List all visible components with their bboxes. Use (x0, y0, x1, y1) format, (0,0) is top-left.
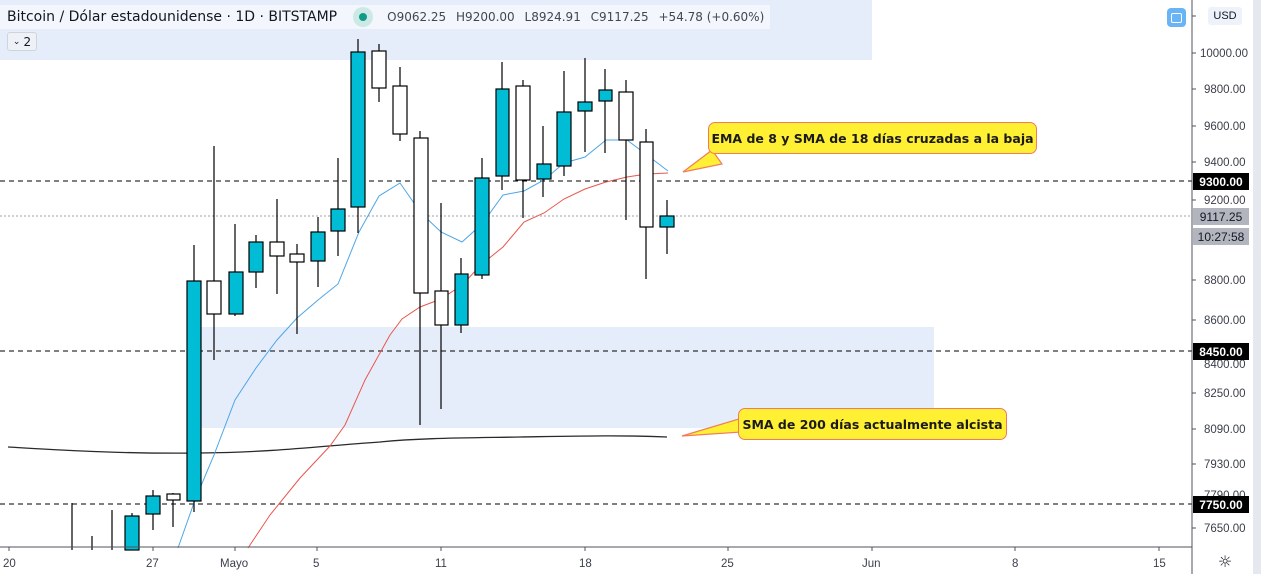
sma200-line (7, 435, 668, 454)
callout-sma200[interactable]: SMA de 200 días actualmente alcista (738, 408, 1007, 440)
price-tick: 8090.00 (1204, 424, 1246, 436)
time-tick: 27 (146, 558, 159, 570)
auto-fit-icon[interactable] (1167, 8, 1186, 27)
price-tick: 8800.00 (1204, 275, 1246, 287)
time-axis-ticks (8, 547, 1160, 551)
high-value: H9200.00 (456, 10, 515, 24)
time-tick: 11 (435, 558, 447, 570)
price-tick: 9200.00 (1204, 195, 1246, 207)
market-status-icon (353, 7, 374, 27)
price-tick: 9400.00 (1204, 157, 1246, 169)
price-tick: 8400.00 (1204, 359, 1246, 371)
time-tick: 15 (1153, 558, 1166, 570)
currency-badge[interactable]: USD (1208, 7, 1242, 25)
indicators-collapse-button[interactable]: ⌄ 2 (7, 32, 37, 51)
level-tag-7750: 7750.00 (1193, 496, 1249, 513)
price-tick: 7650.00 (1204, 523, 1246, 535)
close-value: C9117.25 (590, 10, 649, 24)
ohlc-values: O9062.25 H9200.00 L8924.91 C9117.25 +54.… (387, 10, 770, 24)
time-tick: Mayo (220, 558, 248, 570)
time-tick: Jun (862, 558, 881, 570)
countdown-tag: 10:27:58 (1193, 228, 1249, 245)
price-tick: 7930.00 (1204, 459, 1246, 471)
price-tick: 9800.00 (1204, 84, 1246, 96)
callout-top-tail (682, 149, 724, 173)
candles (71, 39, 675, 551)
right-scroll-edge (1253, 0, 1261, 574)
symbol-legend[interactable]: Bitcoin / Dólar estadounidense · 1D · BI… (0, 5, 771, 29)
price-tick: 10000.00 (1200, 48, 1248, 60)
level-tag-8450: 8450.00 (1193, 343, 1249, 360)
time-tick: 20 (3, 558, 16, 570)
price-tick: 9600.00 (1204, 121, 1246, 133)
time-tick: 25 (721, 558, 734, 570)
price-axis-ticks (1192, 15, 1196, 529)
time-tick: 18 (579, 558, 592, 570)
indicator-count: 2 (23, 34, 32, 49)
last-price-tag: 9117.25 (1193, 208, 1249, 225)
callout-ma-cross[interactable]: EMA de 8 y SMA de 18 días cruzadas a la … (708, 122, 1037, 154)
price-tick: 8250.00 (1204, 388, 1246, 400)
change-value: +54.78 (+0.60%) (658, 10, 765, 24)
level-tag-9300: 9300.00 (1193, 173, 1249, 190)
low-value: L8924.91 (524, 10, 581, 24)
time-tick: 8 (1012, 558, 1018, 570)
symbol-title[interactable]: Bitcoin / Dólar estadounidense · 1D · BI… (7, 9, 338, 25)
settings-gear-icon[interactable]: ☼ (1217, 551, 1233, 571)
chevron-down-icon: ⌄ (12, 36, 21, 47)
time-tick: 5 (313, 558, 319, 570)
open-value: O9062.25 (387, 10, 447, 24)
price-tick: 8600.00 (1204, 315, 1246, 327)
